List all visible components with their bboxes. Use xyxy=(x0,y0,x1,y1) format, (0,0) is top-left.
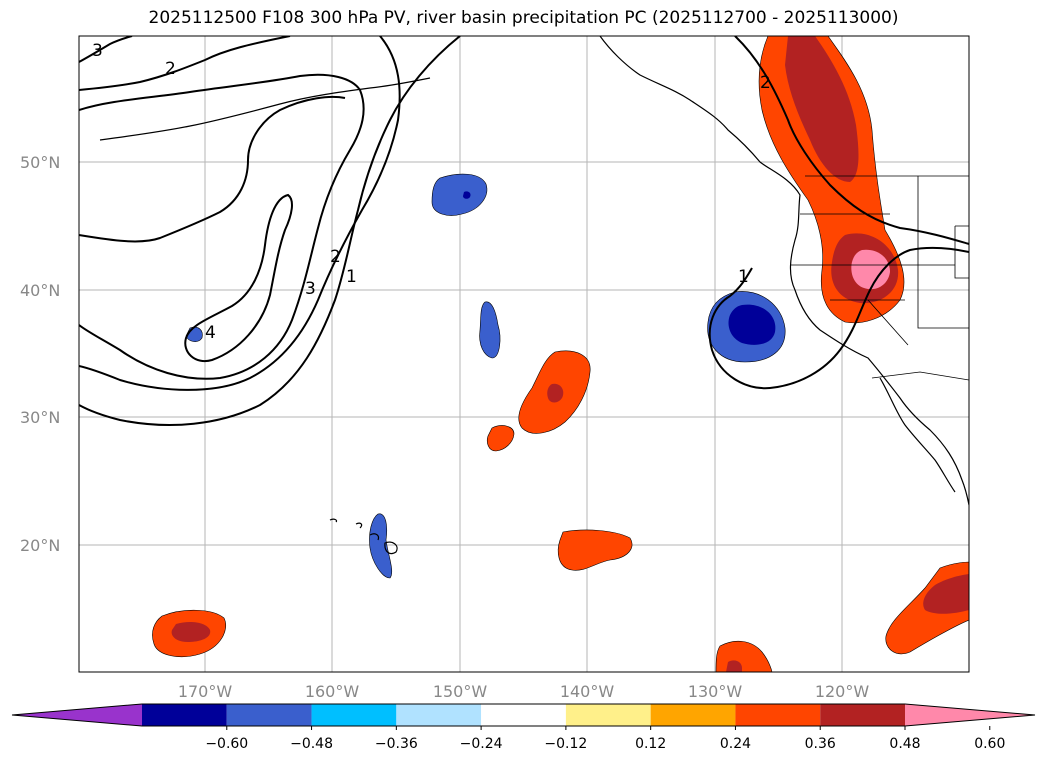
contour-label: 3 xyxy=(92,41,103,61)
contour-label: 4 xyxy=(205,323,216,343)
colorbar-tick-label: −0.24 xyxy=(460,736,503,752)
precip-region-neg-east-core xyxy=(728,304,776,345)
colorbar-extend-max xyxy=(905,704,1035,726)
lat-tick-label: 20°N xyxy=(20,536,60,555)
lon-tick-label: 170°W xyxy=(178,682,233,701)
lon-tick-label: 160°W xyxy=(305,682,360,701)
colorbar-segment xyxy=(226,704,312,726)
precip-region-neg-north-core xyxy=(463,191,471,199)
coastlines xyxy=(99,36,969,555)
pv-contour-3-north xyxy=(79,95,346,243)
contour-label: 1 xyxy=(738,267,749,287)
colorbar-segment xyxy=(650,704,736,726)
lon-tick-label: 150°W xyxy=(433,682,488,701)
colorbar-tick-label: 0.48 xyxy=(889,736,920,752)
pv-contour-1-east xyxy=(734,36,969,245)
colorbar-segment xyxy=(142,704,227,726)
colorbar-tick-label: −0.12 xyxy=(544,736,587,752)
contour-label: 2 xyxy=(760,73,771,93)
colorbar-segment xyxy=(481,704,566,726)
pv-contour-3-far xyxy=(79,36,133,63)
colorbar: −0.60 −0.48 −0.36 −0.24 −0.12 0.12 0.24 0.36 0.4… xyxy=(11,703,1036,752)
coastline-north-america xyxy=(599,36,969,506)
colorbar-tick-label: −0.36 xyxy=(375,736,418,752)
precip-region-neg-hawaii xyxy=(369,513,393,579)
colorbar-tick-label: 0.60 xyxy=(974,736,1005,752)
pv-contour-4-loop xyxy=(184,193,293,363)
colorbar-segment xyxy=(735,704,821,726)
precip-region-south-130w-core xyxy=(726,660,742,672)
pv-contour-1-loop xyxy=(708,246,969,390)
precip-region-small-cell xyxy=(486,425,515,452)
map-frame xyxy=(78,35,970,673)
contour-label: 3 xyxy=(305,279,316,299)
latitude-labels: 50°N 40°N 30°N 20°N xyxy=(20,153,60,555)
lat-tick-label: 50°N xyxy=(20,153,60,172)
pv-contour-3-inner xyxy=(79,73,365,380)
precip-region-midpacific-core xyxy=(547,383,564,403)
colorbar-tick-label: 0.12 xyxy=(635,736,666,752)
contour-label: 2 xyxy=(165,59,176,79)
map-plot-area: 3 2 2 3 1 4 1 2 xyxy=(79,36,969,672)
precip-negative-regions xyxy=(185,173,786,579)
colorbar-tick-label: −0.60 xyxy=(205,736,248,752)
lat-tick-label: 30°N xyxy=(20,408,60,427)
precip-region-westcoast-core xyxy=(785,36,859,182)
coastline-baja xyxy=(879,377,956,493)
colorbar-outline xyxy=(11,703,1036,727)
precip-region-neg-mid xyxy=(479,301,501,359)
lon-tick-label: 140°W xyxy=(560,682,615,701)
precip-region-northcal-max xyxy=(851,249,890,290)
precip-positive-regions xyxy=(152,36,969,672)
precip-region-southeast-core xyxy=(923,574,969,614)
colorbar-tick-label: 0.36 xyxy=(805,736,836,752)
colorbar-segment xyxy=(311,704,397,726)
pv-contour-1-west xyxy=(79,36,461,426)
colorbar-segment xyxy=(396,704,482,726)
map-title: 2025112500 F108 300 hPa PV, river basin … xyxy=(148,8,899,28)
colorbar-segment xyxy=(820,704,905,726)
contour-label: 2 xyxy=(330,247,341,267)
lon-tick-label: 120°W xyxy=(815,682,870,701)
coastline-alaska xyxy=(99,77,431,141)
coastline-hawaii xyxy=(329,518,398,555)
lat-tick-label: 40°N xyxy=(20,281,60,300)
lon-tick-label: 130°W xyxy=(688,682,743,701)
colorbar-tick-label: −0.48 xyxy=(290,736,333,752)
contour-label: 1 xyxy=(346,267,357,287)
precip-region-southwest-core xyxy=(171,622,211,642)
precip-region-east-hawaii xyxy=(557,529,633,571)
longitude-labels: 170°W 160°W 150°W 140°W 130°W 120°W xyxy=(178,682,870,701)
pv-contour-labels: 3 2 2 3 1 4 1 2 xyxy=(92,41,771,343)
pv-contour-2 xyxy=(79,36,401,391)
colorbar-tick-label: 0.24 xyxy=(720,736,751,752)
pv-contour-2-north xyxy=(79,36,291,91)
colorbar-extend-min xyxy=(12,704,142,726)
precip-region-south-130w xyxy=(715,640,773,672)
pv-contours xyxy=(79,36,969,426)
colorbar-segment xyxy=(565,704,651,726)
border-states xyxy=(790,176,969,346)
border-us-mexico xyxy=(871,371,969,381)
borders xyxy=(790,175,969,381)
precip-region-neg-north xyxy=(431,173,488,216)
